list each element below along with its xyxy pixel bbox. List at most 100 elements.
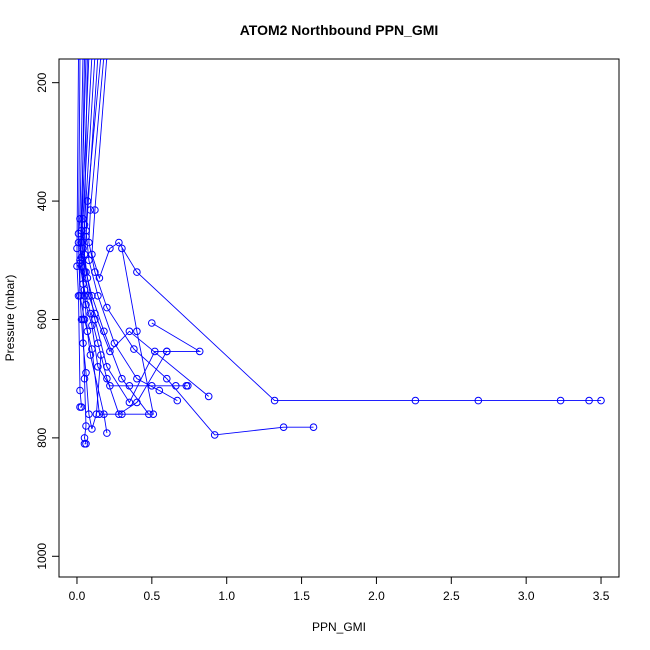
- data-point: [210, 431, 219, 439]
- series-layer: [73, 59, 605, 448]
- data-point: [86, 206, 95, 214]
- data-point: [82, 422, 90, 430]
- x-tick-label: 3.0: [518, 589, 535, 603]
- data-point: [103, 374, 111, 383]
- series-line: [79, 59, 154, 415]
- data-point: [85, 238, 93, 247]
- data-point: [88, 321, 96, 330]
- x-axis-label: PPN_GMI: [312, 620, 366, 634]
- data-point: [98, 59, 104, 60]
- x-tick-label: 3.5: [593, 589, 610, 603]
- y-tick-label: 400: [35, 191, 49, 211]
- plot-frame: [58, 58, 620, 578]
- series-line: [81, 59, 209, 397]
- data-point: [77, 59, 83, 60]
- data-point: [95, 274, 104, 282]
- data-point: [83, 59, 89, 60]
- data-point: [91, 315, 99, 324]
- series-line: [76, 59, 82, 408]
- data-point: [88, 250, 96, 259]
- series-line: [88, 59, 314, 436]
- data-point: [76, 386, 84, 395]
- data-point: [79, 315, 87, 324]
- series-7: [80, 59, 171, 407]
- data-point: [74, 292, 83, 300]
- data-point: [106, 244, 114, 253]
- data-point: [184, 382, 192, 390]
- data-point: [104, 59, 110, 60]
- data-point: [94, 363, 102, 371]
- chart-title: ATOM2 Northbound PPN_GMI: [240, 22, 439, 38]
- data-point: [163, 374, 171, 383]
- data-point: [85, 292, 93, 300]
- series-11: [88, 59, 605, 405]
- x-tick-label: 1.0: [218, 589, 235, 603]
- series-13: [79, 59, 90, 448]
- data-point: [73, 244, 81, 253]
- data-point: [125, 398, 134, 407]
- data-point: [83, 327, 92, 336]
- data-point: [133, 268, 141, 276]
- data-point: [82, 300, 90, 309]
- y-tick-label: 800: [35, 428, 49, 448]
- data-point: [118, 244, 126, 253]
- series-line: [84, 59, 167, 404]
- series-6: [79, 59, 153, 419]
- data-point: [100, 327, 108, 336]
- data-point: [92, 59, 98, 60]
- data-point: [80, 374, 89, 383]
- data-point: [155, 386, 164, 395]
- data-point: [89, 59, 95, 60]
- data-point: [309, 423, 318, 432]
- data-point: [279, 423, 288, 432]
- data-point: [118, 374, 126, 383]
- data-point: [88, 425, 96, 433]
- data-point: [148, 382, 156, 390]
- data-point: [270, 396, 279, 405]
- data-point: [91, 206, 99, 214]
- x-tick-label: 2.5: [443, 589, 460, 603]
- data-point: [101, 59, 107, 60]
- data-point: [585, 396, 593, 405]
- x-tick-label: 2.0: [368, 589, 385, 603]
- data-point: [85, 59, 90, 60]
- y-axis-label: Pressure (mbar): [3, 275, 17, 362]
- data-point: [77, 238, 86, 247]
- data-point: [115, 238, 123, 247]
- y-tick-label: 600: [35, 309, 49, 329]
- data-point: [106, 382, 114, 390]
- data-point: [103, 429, 111, 437]
- data-point: [204, 392, 213, 401]
- data-point: [82, 59, 87, 60]
- data-point: [83, 197, 92, 205]
- x-tick-label: 0.5: [143, 589, 160, 603]
- series-12: [73, 59, 86, 411]
- data-point: [125, 327, 134, 336]
- series-line: [82, 59, 88, 445]
- data-point: [474, 396, 483, 405]
- data-point: [151, 347, 159, 356]
- series-line: [91, 59, 601, 402]
- data-point: [148, 319, 156, 327]
- data-point: [145, 410, 153, 419]
- data-point: [76, 403, 84, 411]
- data-point: [133, 374, 141, 383]
- x-tick-label: 0.0: [69, 589, 86, 603]
- data-point: [556, 396, 565, 405]
- data-point: [195, 347, 204, 356]
- data-point: [149, 410, 158, 419]
- x-tick-label: 1.5: [293, 589, 310, 603]
- series-10: [85, 59, 318, 439]
- data-point: [91, 268, 99, 276]
- data-point: [76, 59, 81, 60]
- data-point: [80, 440, 89, 448]
- data-point: [91, 309, 99, 318]
- y-axis: 200 400 600 800 1000: [35, 72, 60, 570]
- data-point: [411, 396, 420, 405]
- data-point: [133, 327, 141, 336]
- data-point: [163, 347, 171, 356]
- data-point: [130, 345, 138, 353]
- data-point: [95, 59, 101, 60]
- data-point: [103, 363, 111, 371]
- data-point: [95, 410, 104, 419]
